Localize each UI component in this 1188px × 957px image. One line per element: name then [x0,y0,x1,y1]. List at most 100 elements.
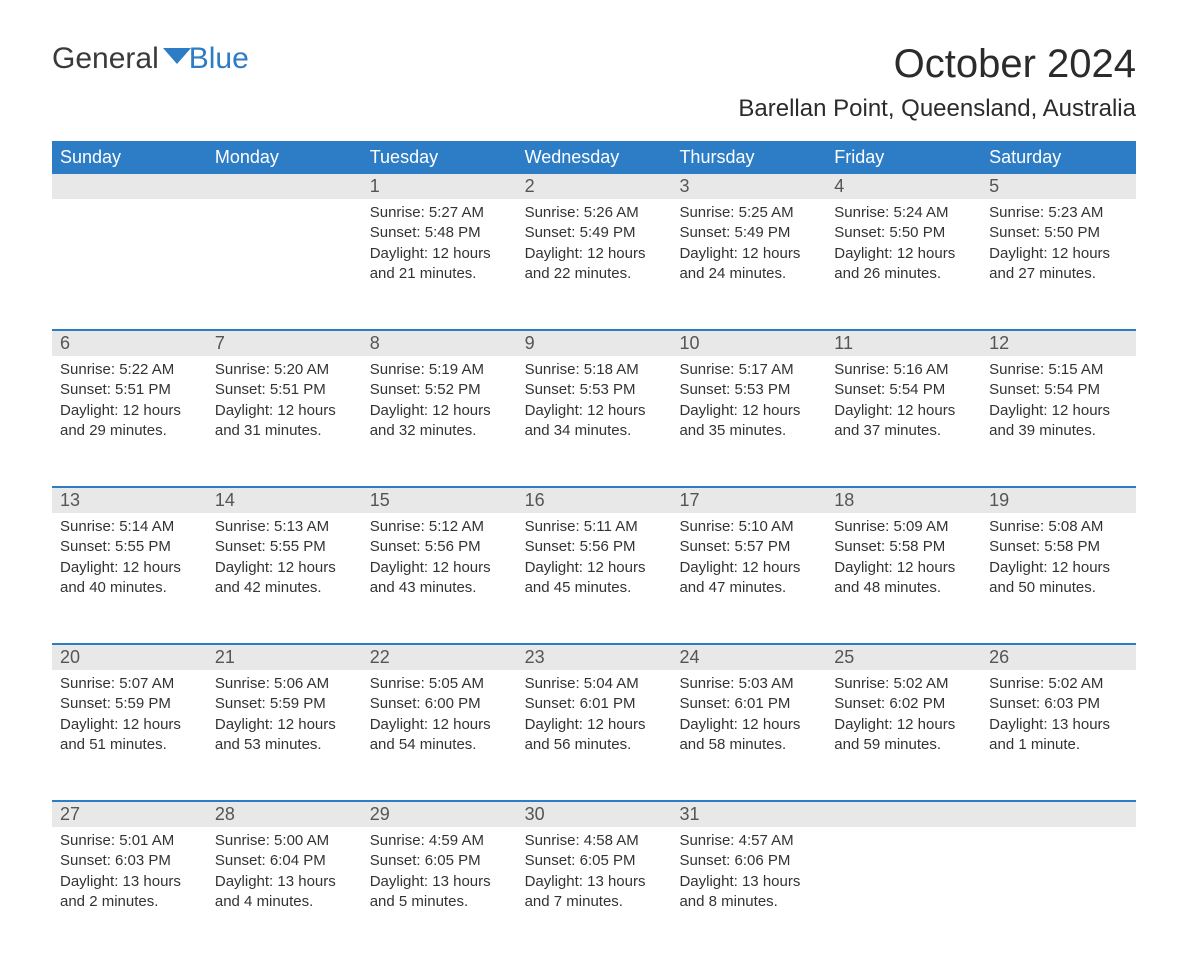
day-daylight1: Daylight: 12 hours [525,401,664,421]
day-cell [207,199,362,329]
day-number [207,174,362,199]
day-sunrise: Sunrise: 5:26 AM [525,203,664,223]
day-number: 20 [52,645,207,670]
day-sunset: Sunset: 5:56 PM [525,537,664,557]
day-number: 2 [517,174,672,199]
day-number: 9 [517,331,672,356]
day-cell: Sunrise: 5:10 AMSunset: 5:57 PMDaylight:… [671,513,826,643]
day-cell: Sunrise: 5:26 AMSunset: 5:49 PMDaylight:… [517,199,672,329]
dow-tuesday: Tuesday [362,141,517,174]
day-daylight1: Daylight: 13 hours [679,872,818,892]
week-number-strip: 13141516171819 [52,486,1136,513]
day-details: Sunrise: 5:23 AMSunset: 5:50 PMDaylight:… [981,199,1136,294]
day-sunset: Sunset: 5:51 PM [215,380,354,400]
day-number: 6 [52,331,207,356]
day-sunrise: Sunrise: 5:02 AM [989,674,1128,694]
day-daylight1: Daylight: 12 hours [525,558,664,578]
day-daylight2: and 21 minutes. [370,264,509,284]
week-number-strip: 6789101112 [52,329,1136,356]
day-daylight2: and 43 minutes. [370,578,509,598]
day-cell: Sunrise: 5:01 AMSunset: 6:03 PMDaylight:… [52,827,207,957]
day-daylight2: and 39 minutes. [989,421,1128,441]
day-cell: Sunrise: 5:02 AMSunset: 6:02 PMDaylight:… [826,670,981,800]
day-cell: Sunrise: 5:11 AMSunset: 5:56 PMDaylight:… [517,513,672,643]
day-sunrise: Sunrise: 5:23 AM [989,203,1128,223]
day-number: 26 [981,645,1136,670]
day-daylight1: Daylight: 12 hours [525,244,664,264]
dow-monday: Monday [207,141,362,174]
day-daylight1: Daylight: 13 hours [525,872,664,892]
day-number [826,802,981,827]
day-details: Sunrise: 5:02 AMSunset: 6:02 PMDaylight:… [826,670,981,765]
dow-saturday: Saturday [981,141,1136,174]
day-sunrise: Sunrise: 5:07 AM [60,674,199,694]
day-cell: Sunrise: 5:25 AMSunset: 5:49 PMDaylight:… [671,199,826,329]
day-daylight1: Daylight: 12 hours [215,401,354,421]
day-daylight2: and 34 minutes. [525,421,664,441]
day-details: Sunrise: 4:59 AMSunset: 6:05 PMDaylight:… [362,827,517,922]
day-daylight1: Daylight: 12 hours [215,715,354,735]
day-sunset: Sunset: 5:54 PM [989,380,1128,400]
location-subtitle: Barellan Point, Queensland, Australia [738,95,1136,123]
day-daylight1: Daylight: 12 hours [60,715,199,735]
day-daylight1: Daylight: 12 hours [370,558,509,578]
day-details: Sunrise: 5:12 AMSunset: 5:56 PMDaylight:… [362,513,517,608]
day-sunset: Sunset: 5:50 PM [834,223,973,243]
day-details: Sunrise: 5:24 AMSunset: 5:50 PMDaylight:… [826,199,981,294]
brand-logo: General Blue [52,42,249,76]
day-sunrise: Sunrise: 5:08 AM [989,517,1128,537]
day-sunset: Sunset: 6:01 PM [525,694,664,714]
day-sunrise: Sunrise: 5:04 AM [525,674,664,694]
day-cell: Sunrise: 5:12 AMSunset: 5:56 PMDaylight:… [362,513,517,643]
day-number: 16 [517,488,672,513]
day-details: Sunrise: 5:13 AMSunset: 5:55 PMDaylight:… [207,513,362,608]
day-daylight2: and 53 minutes. [215,735,354,755]
day-sunrise: Sunrise: 5:05 AM [370,674,509,694]
day-sunset: Sunset: 5:54 PM [834,380,973,400]
day-sunrise: Sunrise: 4:59 AM [370,831,509,851]
day-daylight2: and 7 minutes. [525,892,664,912]
day-daylight1: Daylight: 12 hours [989,401,1128,421]
day-number: 29 [362,802,517,827]
day-sunrise: Sunrise: 5:03 AM [679,674,818,694]
day-sunset: Sunset: 6:03 PM [989,694,1128,714]
day-daylight2: and 1 minute. [989,735,1128,755]
day-daylight2: and 22 minutes. [525,264,664,284]
day-daylight1: Daylight: 12 hours [679,558,818,578]
day-details: Sunrise: 5:11 AMSunset: 5:56 PMDaylight:… [517,513,672,608]
day-sunset: Sunset: 5:48 PM [370,223,509,243]
day-details: Sunrise: 5:25 AMSunset: 5:49 PMDaylight:… [671,199,826,294]
day-cell [52,199,207,329]
day-sunrise: Sunrise: 5:09 AM [834,517,973,537]
day-cell: Sunrise: 5:27 AMSunset: 5:48 PMDaylight:… [362,199,517,329]
day-cell: Sunrise: 4:58 AMSunset: 6:05 PMDaylight:… [517,827,672,957]
day-sunrise: Sunrise: 5:11 AM [525,517,664,537]
day-daylight1: Daylight: 12 hours [370,715,509,735]
day-sunrise: Sunrise: 5:16 AM [834,360,973,380]
day-cell: Sunrise: 5:18 AMSunset: 5:53 PMDaylight:… [517,356,672,486]
header: General Blue October 2024 Barellan Point… [52,42,1136,123]
day-number: 25 [826,645,981,670]
day-cell: Sunrise: 5:23 AMSunset: 5:50 PMDaylight:… [981,199,1136,329]
brand-word-1: General [52,42,159,76]
day-details: Sunrise: 4:58 AMSunset: 6:05 PMDaylight:… [517,827,672,922]
day-details: Sunrise: 5:09 AMSunset: 5:58 PMDaylight:… [826,513,981,608]
day-number: 21 [207,645,362,670]
day-sunrise: Sunrise: 5:24 AM [834,203,973,223]
day-sunset: Sunset: 5:52 PM [370,380,509,400]
week-row: Sunrise: 5:27 AMSunset: 5:48 PMDaylight:… [52,199,1136,329]
day-details: Sunrise: 5:15 AMSunset: 5:54 PMDaylight:… [981,356,1136,451]
day-sunset: Sunset: 5:55 PM [215,537,354,557]
brand-word-2: Blue [189,42,249,76]
week-row: Sunrise: 5:14 AMSunset: 5:55 PMDaylight:… [52,513,1136,643]
day-details: Sunrise: 5:19 AMSunset: 5:52 PMDaylight:… [362,356,517,451]
day-sunset: Sunset: 6:05 PM [525,851,664,871]
day-cell: Sunrise: 5:22 AMSunset: 5:51 PMDaylight:… [52,356,207,486]
day-number: 28 [207,802,362,827]
day-daylight1: Daylight: 12 hours [989,558,1128,578]
day-sunset: Sunset: 5:55 PM [60,537,199,557]
day-cell: Sunrise: 5:08 AMSunset: 5:58 PMDaylight:… [981,513,1136,643]
day-sunset: Sunset: 5:50 PM [989,223,1128,243]
day-sunset: Sunset: 5:58 PM [989,537,1128,557]
day-sunrise: Sunrise: 5:22 AM [60,360,199,380]
